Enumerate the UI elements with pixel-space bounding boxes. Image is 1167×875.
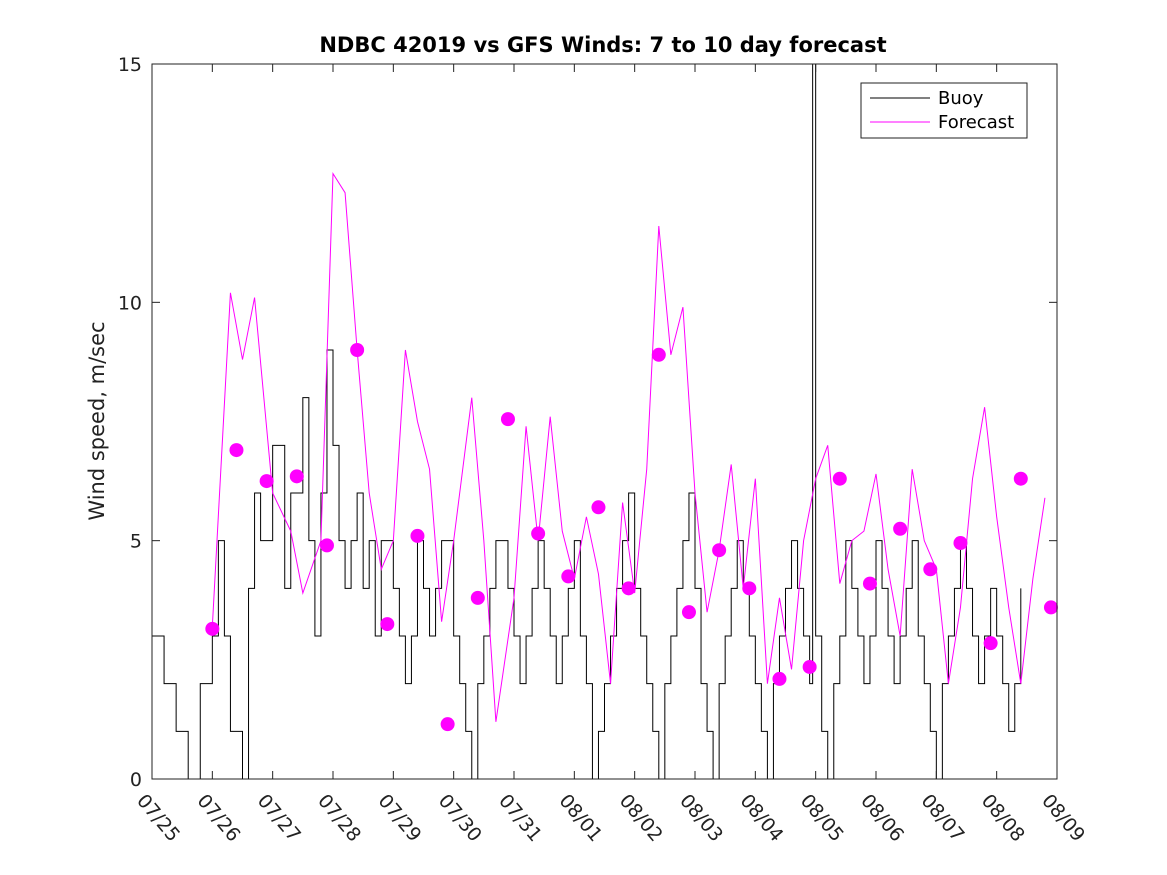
x-tick-label: 08/06 [856, 790, 908, 846]
y-axis: 0 5 10 15 [118, 54, 1057, 791]
legend-label-buoy: Buoy [938, 88, 984, 109]
series-buoy-line [152, 64, 1022, 779]
forecast-marker [772, 671, 787, 686]
forecast-marker [802, 659, 817, 674]
y-tick-label: 15 [118, 54, 142, 76]
forecast-marker [561, 569, 576, 584]
forecast-marker [1043, 600, 1058, 615]
x-tick-label: 07/28 [313, 790, 365, 846]
x-tick-label: 07/26 [193, 790, 245, 846]
forecast-markers [205, 343, 1058, 732]
x-tick-label: 08/07 [917, 790, 969, 846]
forecast-marker [862, 576, 877, 591]
x-tick-label: 07/30 [434, 790, 486, 846]
x-tick-label: 07/25 [132, 790, 184, 846]
x-tick-label: 08/04 [736, 790, 788, 846]
forecast-marker [953, 536, 968, 551]
x-tick-label: 08/09 [1037, 790, 1089, 846]
forecast-marker [410, 528, 425, 543]
plot-frame [151, 63, 1058, 780]
forecast-marker [350, 343, 365, 357]
series-layer [152, 64, 1046, 779]
x-tick-label: 07/27 [253, 790, 305, 846]
legend: Buoy Forecast [860, 82, 1028, 139]
forecast-marker [1013, 471, 1028, 486]
x-tick-label: 08/03 [675, 790, 727, 846]
y-tick-label: 10 [118, 292, 142, 314]
forecast-marker [500, 412, 515, 427]
forecast-marker [832, 471, 847, 486]
forecast-marker [893, 521, 908, 536]
legend-box [860, 82, 1028, 139]
forecast-marker [440, 717, 455, 732]
x-tick-label: 08/05 [796, 790, 848, 846]
forecast-marker [319, 538, 334, 553]
legend-label-forecast: Forecast [938, 112, 1014, 133]
forecast-marker [531, 526, 546, 541]
forecast-marker [470, 590, 485, 605]
forecast-marker [229, 443, 244, 458]
y-axis-label: Wind speed, m/sec [85, 321, 109, 520]
x-tick-label: 08/02 [615, 790, 667, 846]
x-tick-label: 07/31 [494, 790, 546, 846]
y-tick-label: 0 [130, 769, 142, 791]
forecast-marker [205, 621, 220, 636]
forecast-marker [621, 581, 636, 596]
forecast-marker [591, 500, 606, 515]
x-tick-label: 08/08 [977, 790, 1029, 846]
forecast-marker [712, 543, 727, 558]
forecast-marker [681, 605, 696, 620]
forecast-marker [259, 474, 274, 489]
forecast-marker [742, 581, 757, 596]
y-tick-label: 5 [130, 531, 142, 553]
series-forecast-line [211, 171, 1046, 722]
forecast-marker [289, 469, 304, 484]
chart-title: NDBC 42019 vs GFS Winds: 7 to 10 day for… [319, 33, 886, 57]
forecast-marker [923, 562, 938, 577]
forecast-marker [983, 636, 998, 651]
forecast-marker [651, 347, 666, 362]
forecast-marker [380, 617, 395, 632]
x-axis: 07/25 07/26 07/27 07/28 07/29 07/30 07/31 08/01… [132, 64, 1089, 846]
x-tick-label: 08/01 [555, 790, 607, 846]
x-tick-label: 07/29 [374, 790, 426, 846]
